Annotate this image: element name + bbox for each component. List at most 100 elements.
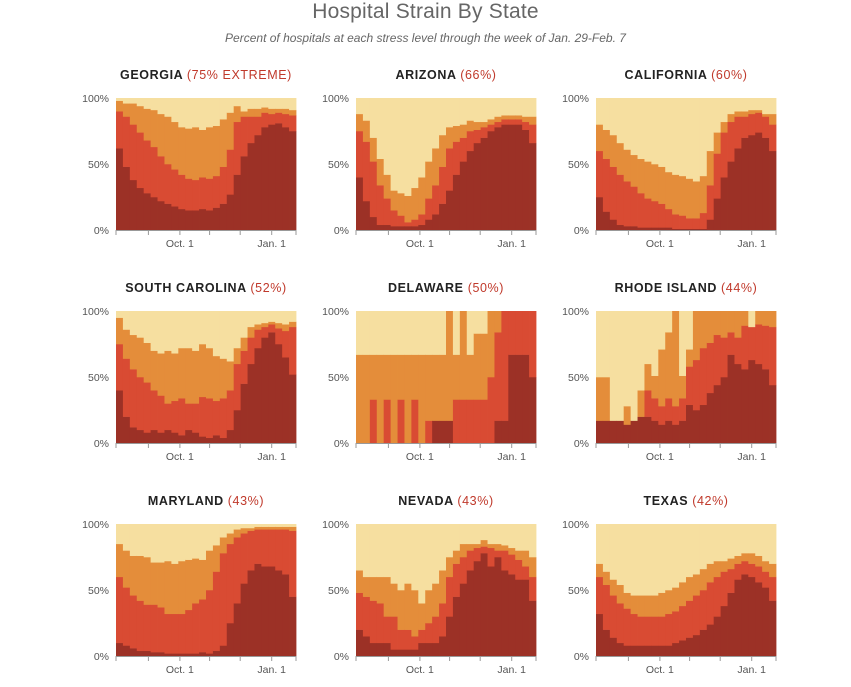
bar-extreme — [609, 420, 618, 444]
bar-low — [616, 98, 625, 144]
bar-high — [466, 131, 475, 152]
bar-low — [616, 311, 625, 421]
bar-extreme — [473, 560, 482, 657]
bar-high — [383, 399, 392, 444]
bar-high — [459, 557, 468, 584]
bar-high — [762, 571, 770, 588]
bar-high — [658, 616, 666, 646]
bar-elevated — [508, 547, 516, 555]
bar-extreme — [734, 579, 742, 657]
bar-low — [192, 524, 200, 559]
bar-high — [446, 576, 454, 617]
bar-extreme — [452, 596, 461, 657]
bar-extreme — [755, 363, 763, 444]
bar-elevated — [699, 311, 708, 349]
bar-extreme — [282, 574, 290, 657]
bar-low — [679, 98, 687, 177]
bar-low — [473, 524, 482, 545]
bar-low — [206, 311, 214, 349]
bar-elevated — [501, 115, 509, 120]
bar-extreme — [219, 203, 228, 231]
bar-low — [672, 524, 680, 588]
bar-high — [404, 222, 412, 227]
bar-low — [515, 98, 523, 116]
bar-extreme — [466, 150, 475, 231]
bar-elevated — [452, 125, 461, 142]
chart-title: SOUTH CAROLINA (52%) — [125, 281, 287, 295]
bar-extreme — [206, 653, 214, 657]
bar-high — [418, 629, 426, 644]
bar-elevated — [529, 557, 537, 578]
bar-high — [240, 350, 248, 384]
bar-high — [439, 166, 447, 204]
bar-high — [362, 596, 371, 637]
bar-high — [692, 359, 701, 411]
bar-high — [522, 566, 530, 580]
bar-extreme — [602, 420, 611, 444]
bar-elevated — [178, 127, 186, 175]
bar-elevated — [418, 603, 426, 630]
bar-elevated — [755, 109, 763, 113]
bar-high — [369, 600, 378, 644]
bar-extreme — [501, 570, 509, 657]
bar-low — [356, 524, 364, 571]
bar-high — [219, 398, 228, 439]
bar-high — [122, 587, 131, 646]
bar-low — [362, 98, 371, 121]
bar-extreme — [171, 432, 179, 444]
bar-extreme — [679, 420, 687, 444]
bar-elevated — [480, 121, 488, 128]
bar-high — [602, 584, 611, 630]
bar-extreme — [672, 228, 680, 231]
bar-high — [741, 325, 749, 370]
bar-low — [686, 98, 694, 179]
bar-high — [665, 208, 673, 228]
bar-extreme — [171, 206, 179, 231]
bar-extreme — [136, 429, 145, 444]
bar-elevated — [487, 543, 495, 549]
bar-extreme — [129, 648, 138, 657]
bar-extreme — [522, 579, 530, 657]
bar-high — [425, 623, 433, 644]
bar-extreme — [459, 583, 468, 657]
bar-low — [233, 524, 242, 530]
bar-high — [136, 600, 145, 652]
bar-low — [699, 524, 708, 570]
bar-extreme — [425, 219, 433, 231]
bar-high — [529, 124, 537, 144]
state-name: ARIZONA — [395, 68, 460, 82]
chart-title: ARIZONA (66%) — [395, 68, 496, 82]
bar-elevated — [206, 550, 214, 591]
bar-high — [268, 324, 276, 333]
bar-elevated — [122, 550, 131, 588]
bar-elevated — [623, 406, 632, 425]
bar-high — [411, 399, 419, 444]
bar-high — [686, 218, 694, 229]
bar-elevated — [206, 347, 214, 399]
bar-low — [122, 311, 131, 330]
bar-low — [192, 311, 200, 351]
bar-elevated — [240, 527, 248, 534]
bar-extreme — [164, 653, 172, 657]
bar-extreme — [609, 219, 618, 231]
chart-title: GEORGIA (75% EXTREME) — [120, 68, 292, 82]
chart-arizona: ARIZONA (66%) 100% 50% 0% Oct. 1 Jan. 1 — [322, 68, 537, 250]
bar-low — [143, 98, 152, 109]
bar-extreme — [432, 420, 440, 444]
bar-extreme — [362, 200, 371, 231]
bar-high — [219, 553, 228, 646]
x-tick-label: Jan. 1 — [737, 451, 766, 463]
bar-elevated — [185, 559, 193, 611]
y-tick-label: 50% — [568, 159, 589, 171]
bar-high — [658, 203, 666, 228]
y-tick-label: 50% — [88, 159, 109, 171]
bar-high — [755, 112, 763, 133]
bar-elevated — [762, 560, 770, 572]
bar-elevated — [199, 559, 207, 600]
bar-high — [122, 116, 131, 167]
bar-low — [741, 98, 749, 112]
bar-extreme — [247, 142, 255, 231]
bar-high — [515, 559, 523, 580]
bar-low — [411, 524, 419, 591]
bar-extreme — [178, 653, 186, 657]
